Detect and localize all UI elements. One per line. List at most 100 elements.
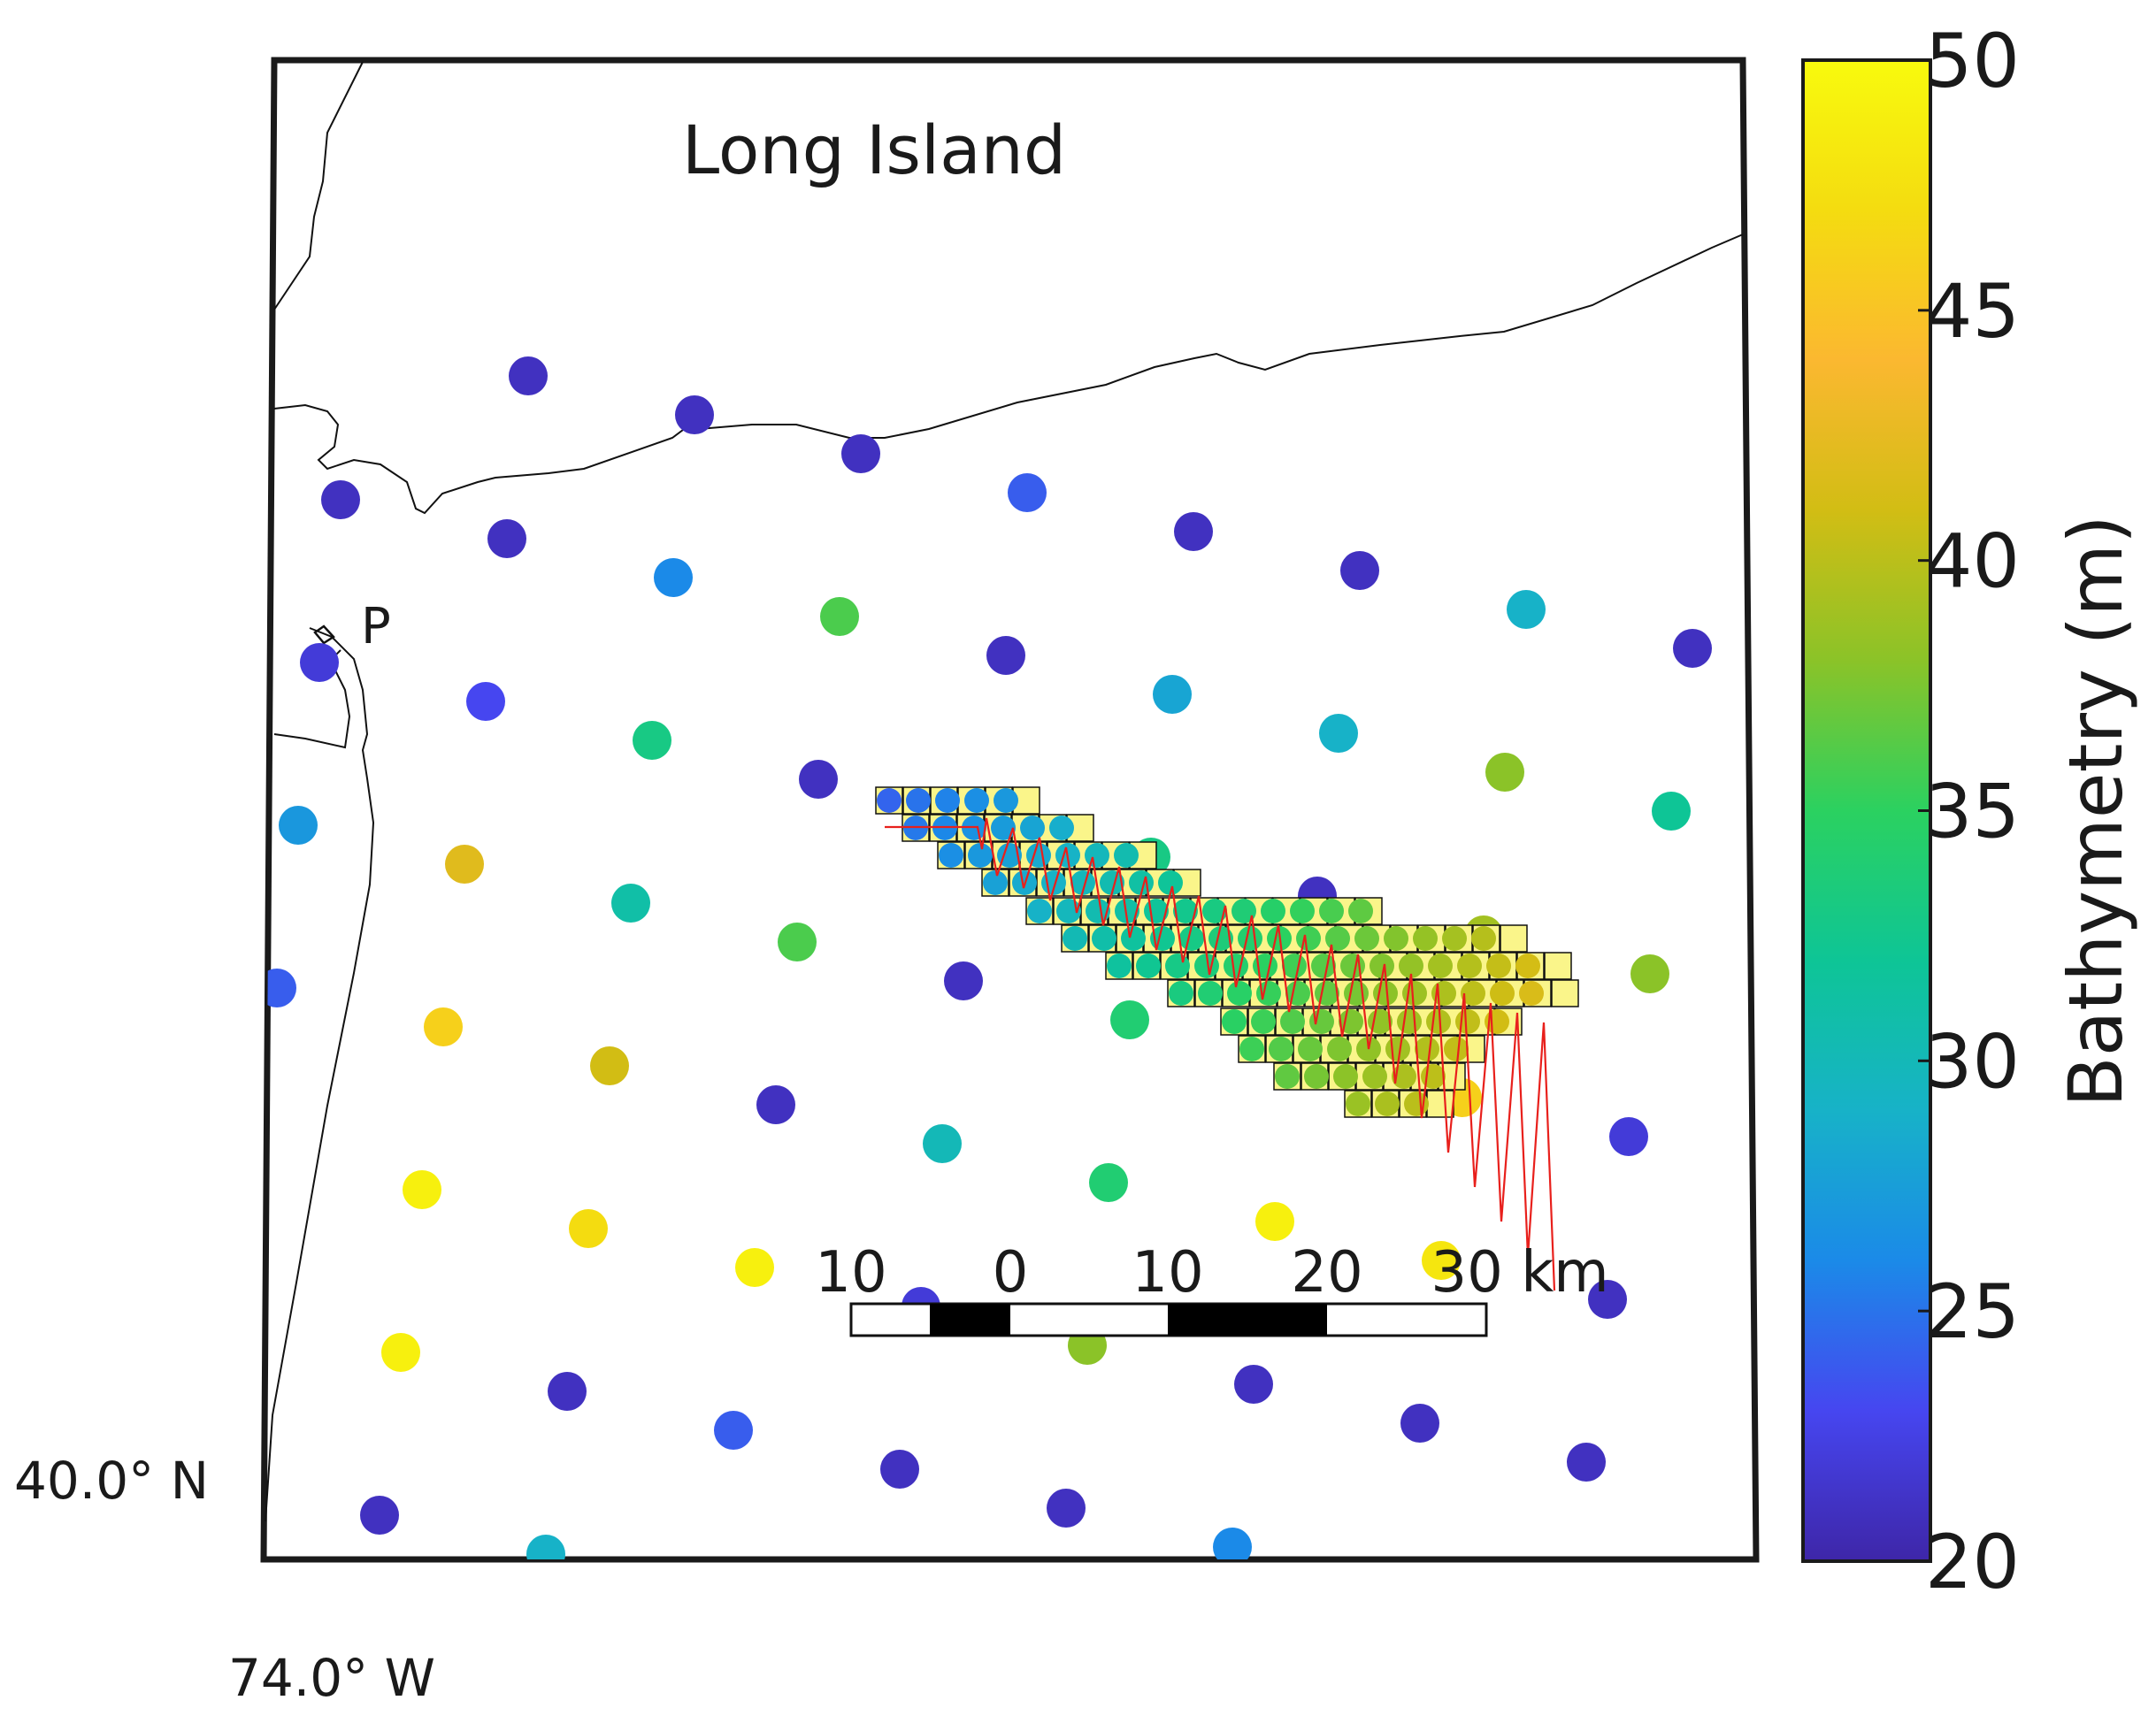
survey-dot <box>1285 981 1310 1006</box>
survey-dot <box>1327 1037 1352 1061</box>
station-dots <box>264 356 1712 1559</box>
survey-dot <box>1115 899 1139 923</box>
colorbar-gradient <box>1801 58 1932 1563</box>
survey-dot <box>1049 816 1074 840</box>
survey-dot <box>1224 954 1248 978</box>
station-dot <box>466 682 505 721</box>
survey-dot <box>1086 899 1110 923</box>
survey-dot <box>935 788 960 813</box>
station-dot <box>381 1333 420 1372</box>
survey-dot <box>1375 1091 1400 1116</box>
survey-dot <box>968 843 993 868</box>
survey-cell <box>1544 952 1572 980</box>
survey-dot <box>1136 954 1161 978</box>
survey-dot <box>1202 899 1227 923</box>
survey-dot <box>1346 1091 1370 1116</box>
survey-grid <box>875 786 1579 1291</box>
station-dot <box>1340 551 1379 590</box>
survey-track <box>885 817 1556 1291</box>
station-dot <box>714 1411 753 1450</box>
colorbar-tick-label: 35 <box>1925 769 2020 855</box>
station-dot <box>944 961 983 1000</box>
station-dot <box>1422 1241 1461 1280</box>
survey-dot <box>906 788 931 813</box>
survey-dot <box>994 788 1018 813</box>
survey-dot <box>1173 899 1198 923</box>
station-dot <box>590 1046 629 1085</box>
survey-dot <box>1333 1064 1358 1089</box>
survey-dot <box>1144 899 1169 923</box>
survey-dot <box>1026 843 1051 868</box>
longitude-label: 74.0° W <box>228 1648 435 1708</box>
long-island-coastline <box>273 234 1744 515</box>
scale-bar-tick-labels: 10 0 10 20 30 km <box>815 1240 1608 1306</box>
scale-bar-black-seg-1 <box>930 1304 1010 1336</box>
survey-cell <box>1500 924 1528 953</box>
site-label: P <box>361 598 391 655</box>
survey-dot <box>1296 926 1321 951</box>
station-dot <box>360 1496 399 1535</box>
colorbar: 50 45 40 35 30 25 20 Bathymetry (m) <box>1801 18 2139 1605</box>
survey-dot <box>1227 981 1252 1006</box>
survey-dot <box>1399 954 1423 978</box>
survey-dot <box>1020 816 1045 840</box>
scale-bar-tick-label: 30 km <box>1431 1240 1608 1306</box>
scale-bar-tick-label: 10 <box>815 1240 886 1306</box>
survey-dot <box>1428 954 1453 978</box>
nj-coastline <box>265 627 375 1522</box>
station-dot <box>799 760 838 799</box>
station-dot <box>923 1124 962 1163</box>
map-frame <box>260 57 1760 1563</box>
survey-dot <box>1490 981 1515 1006</box>
survey-dot <box>1444 1037 1469 1061</box>
survey-dot <box>964 788 989 813</box>
survey-dot <box>1282 954 1307 978</box>
station-dot <box>1174 512 1213 551</box>
survey-dot <box>1362 1064 1387 1089</box>
station-dot <box>509 356 548 395</box>
survey-dot <box>1179 926 1204 951</box>
station-dot <box>778 923 817 961</box>
station-dot <box>1400 1404 1439 1443</box>
station-dot <box>1567 1443 1606 1482</box>
survey-dot <box>997 843 1022 868</box>
survey-dot <box>1344 981 1369 1006</box>
survey-dot <box>1100 870 1124 895</box>
station-dot <box>569 1209 608 1248</box>
survey-dot <box>1070 870 1095 895</box>
survey-dot <box>1471 926 1496 951</box>
survey-cell <box>1066 814 1094 842</box>
scale-bar-tick-label: 20 <box>1291 1240 1362 1306</box>
station-dot <box>654 558 693 597</box>
station-dot <box>841 434 880 473</box>
station-dot <box>300 643 339 682</box>
station-dot <box>1507 590 1546 629</box>
survey-dot <box>1402 981 1427 1006</box>
station-dot <box>403 1170 441 1209</box>
station-dot <box>526 1535 565 1559</box>
survey-dot <box>1415 1037 1439 1061</box>
survey-dot <box>1354 926 1379 951</box>
survey-dot <box>1239 1037 1264 1061</box>
site-marker <box>313 624 335 645</box>
station-dot <box>756 1085 795 1124</box>
station-dot <box>1089 1163 1128 1202</box>
survey-dot <box>1442 926 1467 951</box>
station-dot <box>548 1372 587 1411</box>
station-dot <box>1234 1365 1273 1404</box>
survey-dot <box>1519 981 1544 1006</box>
station-dot <box>1319 714 1358 753</box>
survey-dot <box>1298 1037 1323 1061</box>
station-dot <box>1110 1000 1149 1039</box>
scale-bar-black-seg-2 <box>1168 1304 1327 1336</box>
survey-cell <box>1426 1090 1454 1118</box>
survey-dot <box>1107 954 1132 978</box>
station-dot <box>986 636 1025 675</box>
survey-dot <box>1397 1009 1422 1034</box>
scale-bar-tick-label: 0 <box>993 1240 1029 1306</box>
survey-dot <box>1385 1037 1410 1061</box>
survey-dot <box>1421 1064 1446 1089</box>
survey-dot <box>1165 954 1190 978</box>
coastline-group <box>265 61 1744 1522</box>
